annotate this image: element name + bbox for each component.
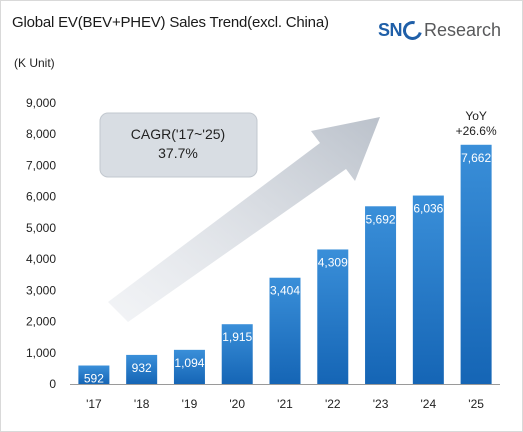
- sne-research-logo: SN Research: [377, 17, 501, 44]
- bar: [78, 365, 110, 384]
- bar: [126, 354, 158, 384]
- bar: [412, 195, 444, 384]
- cagr-box: [99, 112, 258, 178]
- y-tick-label: 6,000: [26, 190, 56, 204]
- y-tick-label: 9,000: [26, 96, 56, 110]
- bar: [460, 144, 492, 384]
- x-tick-label: '17: [86, 397, 102, 411]
- bar-value-label: 7,662: [461, 151, 491, 165]
- unit-label: (K Unit): [14, 56, 55, 70]
- x-tick-label: '23: [373, 397, 389, 411]
- bar: [317, 249, 349, 384]
- cagr-label: CAGR('17~'25): [131, 126, 225, 142]
- growth-arrow-icon: [108, 117, 380, 322]
- bar-value-label: 932: [132, 361, 152, 375]
- bar-value-label: 5,692: [366, 212, 396, 226]
- x-tick-label: '25: [468, 397, 484, 411]
- x-tick-label: '20: [229, 397, 245, 411]
- yoy-value: +26.6%: [456, 124, 497, 138]
- bar-value-label: 4,309: [318, 255, 348, 269]
- logo-wordmark: Research: [423, 20, 501, 40]
- bar-value-label: 592: [84, 372, 104, 386]
- bar-value-label: 1,915: [222, 330, 252, 344]
- chart-title: Global EV(BEV+PHEV) Sales Trend(excl. Ch…: [12, 14, 329, 31]
- bar: [173, 349, 205, 384]
- bar: [365, 206, 397, 384]
- y-tick-label: 0: [49, 377, 56, 391]
- x-tick-label: '24: [421, 397, 437, 411]
- yoy-label: YoY: [465, 109, 487, 123]
- y-tick-label: 5,000: [26, 221, 56, 235]
- cagr-value: 37.7%: [158, 145, 198, 161]
- x-tick-label: '21: [277, 397, 293, 411]
- y-tick-label: 4,000: [26, 252, 56, 266]
- bar-value-label: 6,036: [413, 202, 443, 216]
- x-tick-label: '22: [325, 397, 341, 411]
- x-tick-label: '18: [134, 397, 150, 411]
- y-tick-label: 1,000: [26, 346, 56, 360]
- bar-value-label: 1,094: [174, 356, 204, 370]
- y-tick-label: 2,000: [26, 315, 56, 329]
- y-tick-label: 7,000: [26, 158, 56, 172]
- bar: [269, 277, 301, 384]
- logo-mark: SN: [377, 20, 403, 40]
- y-tick-label: 8,000: [26, 127, 56, 141]
- bar-value-label: 3,404: [270, 284, 300, 298]
- x-tick-label: '19: [182, 397, 198, 411]
- bar: [221, 324, 253, 384]
- y-tick-label: 3,000: [26, 283, 56, 297]
